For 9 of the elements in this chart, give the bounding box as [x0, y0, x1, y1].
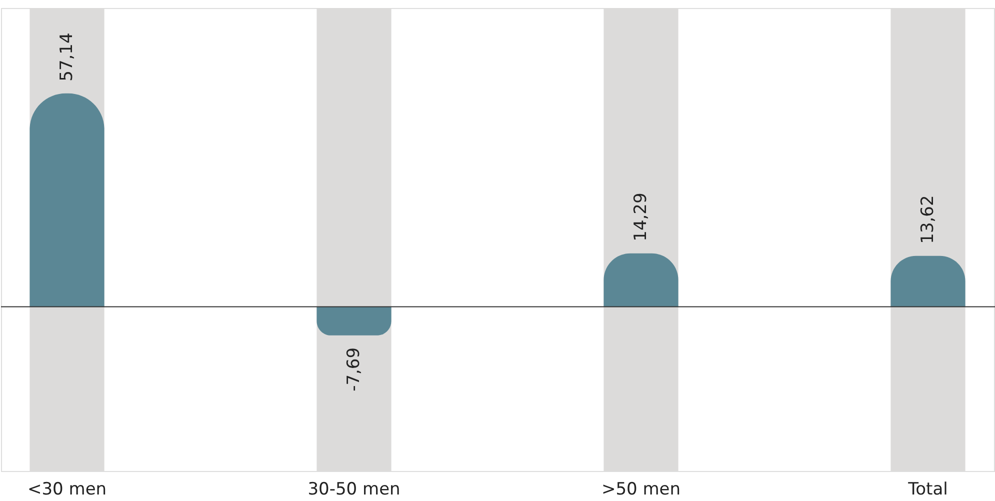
bar: [316, 306, 392, 336]
x-tick-label: >50 men: [601, 480, 681, 500]
data-label: 14,29: [630, 192, 651, 242]
x-tick-label: <30 men: [27, 480, 107, 500]
data-label: 57,14: [57, 32, 78, 82]
x-tick-label: 30-50 men: [308, 480, 400, 500]
x-tick-label: Total: [907, 480, 948, 500]
data-label: 13,62: [918, 195, 938, 244]
data-label: -7,69: [344, 347, 364, 392]
